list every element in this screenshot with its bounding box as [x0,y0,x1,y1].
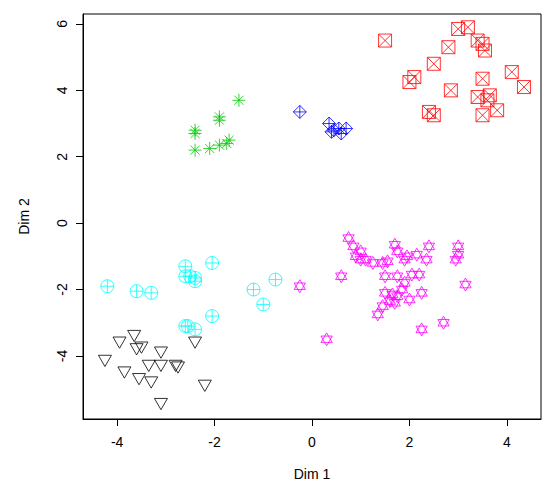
svg-text:6: 6 [54,20,70,28]
svg-text:-2: -2 [208,434,221,450]
svg-text:-4: -4 [54,349,70,362]
svg-text:0: 0 [308,434,316,450]
svg-text:2: 2 [406,434,414,450]
svg-text:4: 4 [54,86,70,94]
svg-text:-2: -2 [54,283,70,296]
svg-text:0: 0 [54,219,70,227]
svg-text:Dim 2: Dim 2 [16,198,32,235]
svg-text:Dim 1: Dim 1 [294,466,331,482]
svg-text:4: 4 [503,434,511,450]
svg-text:-4: -4 [111,434,124,450]
svg-text:2: 2 [54,153,70,161]
